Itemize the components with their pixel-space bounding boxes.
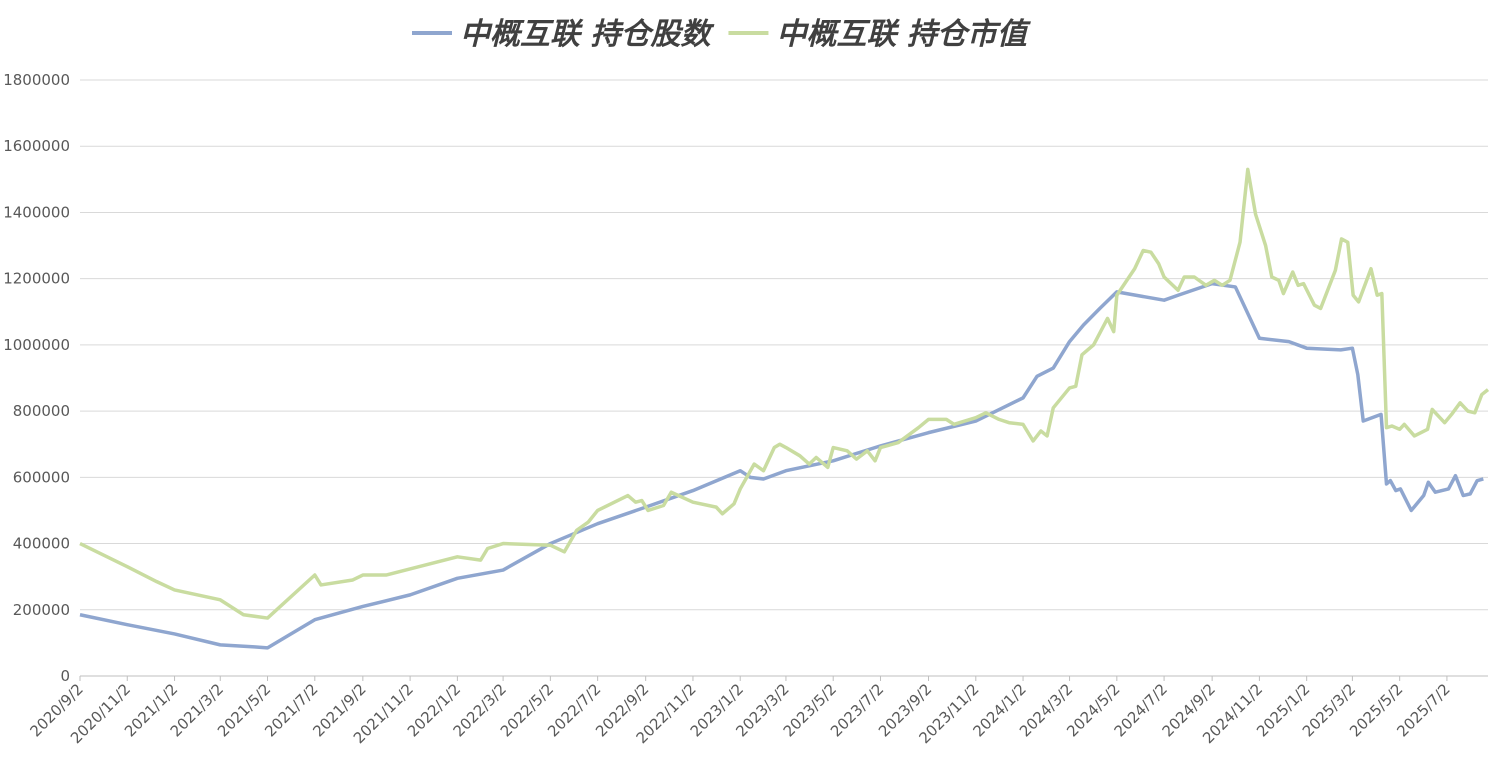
y-tick-label: 800000 — [13, 402, 70, 420]
y-tick-label: 600000 — [13, 468, 70, 486]
y-tick-label: 1600000 — [3, 137, 70, 155]
series-line — [79, 167, 1490, 620]
y-tick-label: 400000 — [13, 535, 70, 553]
legend: 中概互联 持仓股数 中概互联 持仓市值 — [412, 17, 1032, 52]
y-tick-label: 200000 — [13, 601, 70, 619]
y-tick-label: 1400000 — [3, 203, 70, 221]
legend-label: 中概互联 持仓市值 — [776, 17, 1031, 52]
y-tick-label: 0 — [60, 667, 70, 685]
legend-label: 中概互联 持仓股数 — [460, 17, 714, 52]
series-line — [79, 281, 1484, 650]
y-tick-label: 1000000 — [3, 336, 70, 354]
y-tick-label: 1800000 — [3, 71, 70, 89]
y-tick-label: 1200000 — [3, 270, 70, 288]
